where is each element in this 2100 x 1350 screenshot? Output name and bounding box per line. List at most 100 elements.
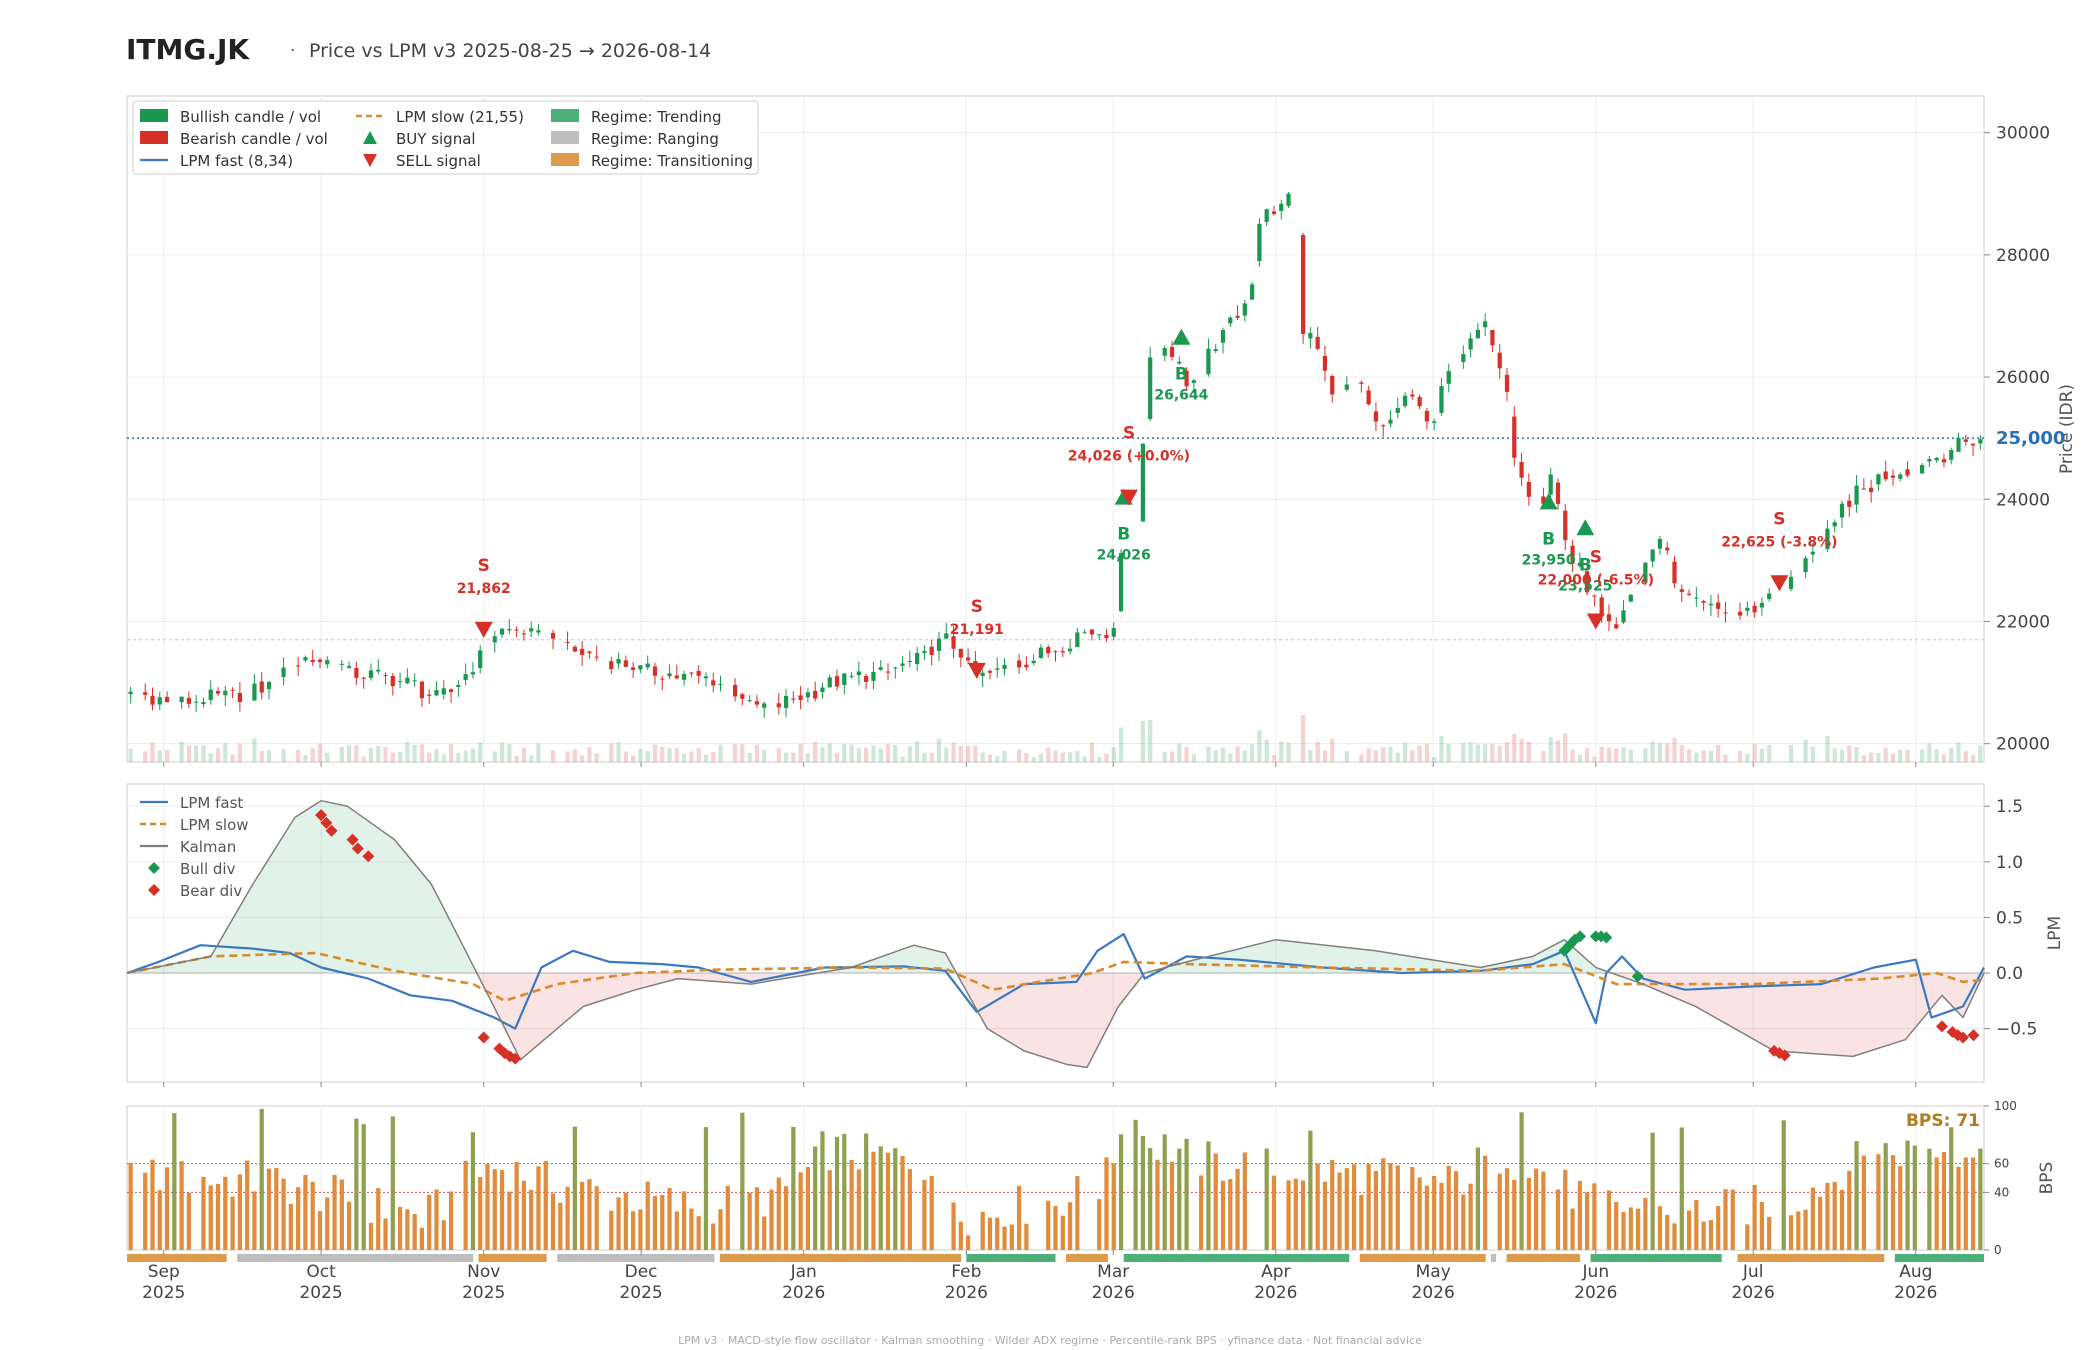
bull-candle (681, 673, 687, 680)
bps-bar (1024, 1223, 1029, 1250)
volume-bar (1075, 751, 1080, 762)
bps-bar (281, 1178, 286, 1250)
bps-bar (995, 1217, 1000, 1250)
bear-candle (1089, 629, 1095, 635)
regime-segment-trending (1590, 1254, 1722, 1262)
price-ytick-label: 20000 (1996, 735, 2050, 755)
bull-candle (1286, 193, 1291, 206)
volume-bar (128, 748, 133, 762)
price-legend-entry-swatch (551, 109, 579, 122)
bps-bar (1861, 1155, 1866, 1250)
bear-candle (1497, 352, 1502, 369)
volume-bar (1788, 744, 1794, 762)
buy-signal-label: B (1579, 555, 1592, 575)
sell-signal-price: 21,191 (950, 622, 1004, 638)
volume-bar (1162, 751, 1167, 762)
volume-bar (1767, 745, 1772, 762)
bps-bar (951, 1202, 956, 1250)
bull-candle (1949, 450, 1954, 460)
volume-bar (1475, 744, 1480, 762)
bps-bar (1803, 1209, 1808, 1250)
x-tick-year: 2026 (1254, 1283, 1297, 1303)
bull-candle (1876, 474, 1881, 485)
regime-segment-transitioning (1506, 1254, 1581, 1262)
bull-candle (1956, 437, 1961, 452)
bps-bar (1810, 1187, 1815, 1250)
bull-candle (995, 668, 1000, 670)
bps-bar (427, 1194, 432, 1250)
bear-candle (885, 671, 891, 673)
volume-bar (1300, 715, 1306, 762)
volume-bar (798, 743, 803, 762)
x-tick-year: 2025 (462, 1283, 505, 1303)
bps-bar (1097, 1199, 1102, 1250)
bear-candle (1381, 425, 1386, 427)
bear-candle (1322, 355, 1328, 371)
bps-bar (1577, 1180, 1582, 1250)
volume-bar (1257, 730, 1262, 762)
bps-bar (1067, 1202, 1073, 1250)
bear-candle (674, 675, 679, 679)
sell-signal-marker (967, 662, 986, 679)
volume-bar (1963, 751, 1968, 762)
bps-bar (1271, 1175, 1277, 1250)
volume-bar (441, 754, 446, 762)
bps-bar (747, 1192, 752, 1250)
volume-bar (1424, 743, 1430, 762)
volume-bar (1606, 747, 1612, 762)
volume-bar (1665, 743, 1670, 762)
bps-bar (1686, 1210, 1692, 1250)
bps-bar (441, 1220, 446, 1250)
bear-candle (310, 659, 315, 663)
bull-candle (128, 691, 133, 695)
bps-bar (1111, 1163, 1116, 1250)
bps-bar (922, 1179, 927, 1250)
bps-bar (332, 1174, 337, 1250)
bull-candle (456, 684, 461, 687)
bps-bar (1570, 1208, 1575, 1250)
bull-candle (871, 671, 876, 681)
bull-candle (1461, 354, 1466, 362)
volume-bar (813, 742, 818, 762)
bps-bar (565, 1186, 570, 1250)
price-ytick-label: 22000 (1996, 612, 2050, 632)
bull-candle (1628, 594, 1633, 602)
volume-bar (201, 745, 206, 762)
volume-bar (1140, 720, 1146, 762)
bps-bar (1883, 1143, 1888, 1250)
bps-bar (245, 1160, 250, 1250)
bps-bar (638, 1209, 643, 1250)
bps-bar (1584, 1192, 1590, 1250)
buy-signal-price: 26,644 (1154, 388, 1208, 404)
bear-candle (1373, 411, 1379, 422)
bps-bar (1133, 1119, 1138, 1250)
price-legend-entry-swatch (363, 131, 377, 144)
bps-bar (1293, 1178, 1298, 1250)
volume-bar (856, 748, 861, 762)
volume-bar (1024, 752, 1029, 762)
bear-divergence-marker (315, 809, 328, 822)
bps-bar (536, 1166, 541, 1250)
bull-candle (1067, 648, 1073, 652)
kalman-line (126, 799, 1985, 1069)
bull-candle (747, 700, 752, 702)
bps-bar (1075, 1176, 1080, 1250)
x-tick-month: Nov (467, 1262, 500, 1282)
bps-bar (1534, 1168, 1539, 1250)
bps-bar (1970, 1157, 1976, 1250)
bps-bar (1657, 1206, 1663, 1250)
bps-bar (172, 1113, 177, 1250)
volume-bar (1089, 742, 1095, 762)
oscillator-legend: LPM fast LPM slow Kalman Bull div Bear div (140, 794, 249, 900)
bps-bar (354, 1118, 359, 1250)
volume-bar (1628, 749, 1633, 762)
bps-bar (725, 1185, 730, 1250)
volume-bar (1759, 748, 1765, 762)
volume-bar (842, 743, 847, 762)
regime-segment-trending (1894, 1254, 1984, 1262)
bps-bar (543, 1160, 548, 1250)
volume-bar (143, 751, 148, 762)
volume-bar (660, 746, 665, 762)
x-tick-year: 2026 (1412, 1283, 1455, 1303)
bear-candle (259, 681, 264, 693)
